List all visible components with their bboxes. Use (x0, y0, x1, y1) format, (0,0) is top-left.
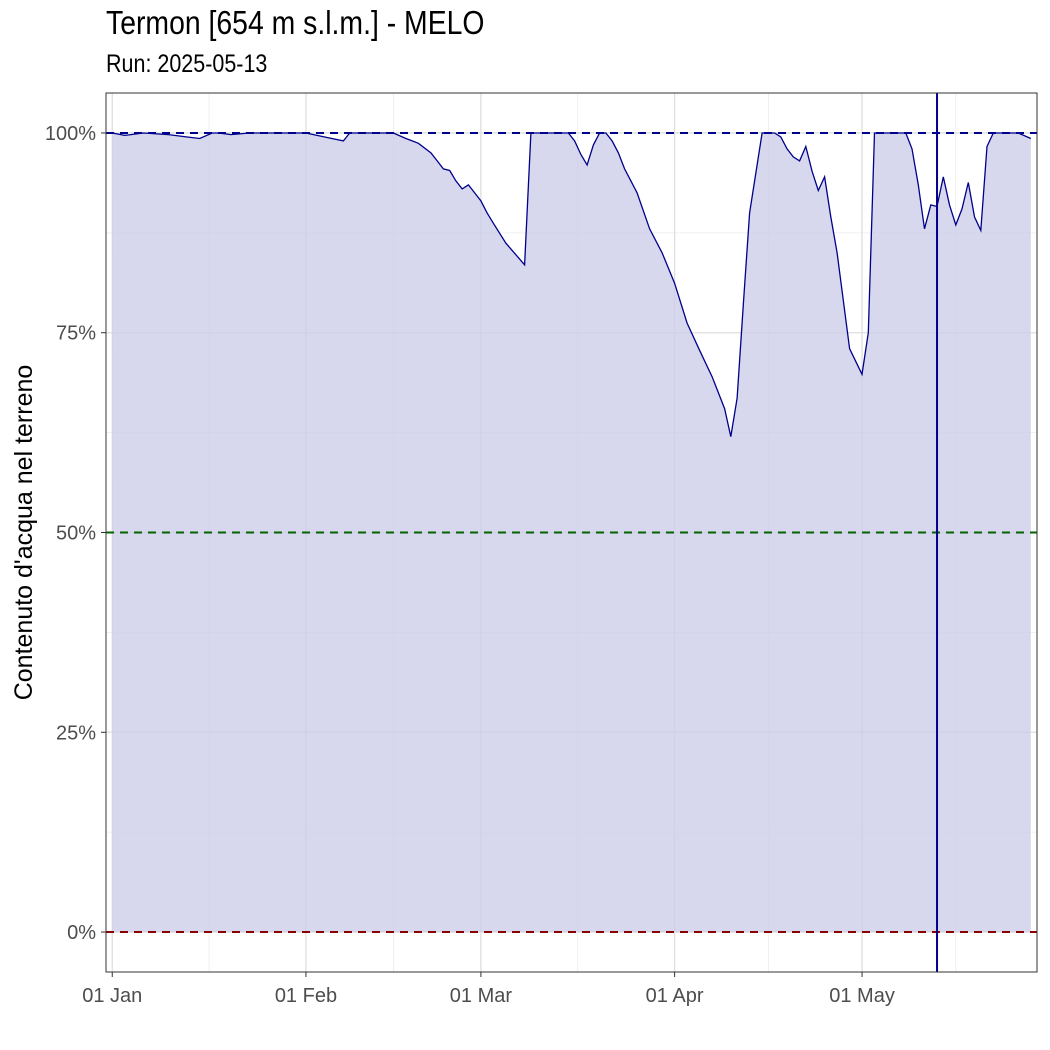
x-tick-label: 01 Apr (646, 985, 704, 1007)
y-tick-label: 75% (56, 323, 96, 345)
y-tick-label: 25% (56, 722, 96, 744)
chart-title: Termon [654 m s.l.m.] - MELO (106, 4, 485, 41)
chart-subtitle: Run: 2025-05-13 (106, 50, 268, 78)
x-tick-label: 01 Mar (450, 985, 513, 1007)
x-tick-label: 01 May (829, 985, 895, 1007)
y-tick-label: 50% (56, 523, 96, 545)
x-tick-label: 01 Feb (275, 985, 337, 1007)
axis-layer: 0% 25% 50% 75% 100% 01 Jan 01 Feb 01 Mar 01 Apr 0… (45, 123, 895, 1007)
y-tick-label: 100% (45, 123, 96, 145)
reference-lines (106, 93, 1037, 972)
x-tick-label: 01 Jan (82, 985, 142, 1007)
y-axis-label: Contenuto d'acqua nel terreno (10, 365, 38, 701)
y-tick-label: 0% (67, 922, 96, 944)
